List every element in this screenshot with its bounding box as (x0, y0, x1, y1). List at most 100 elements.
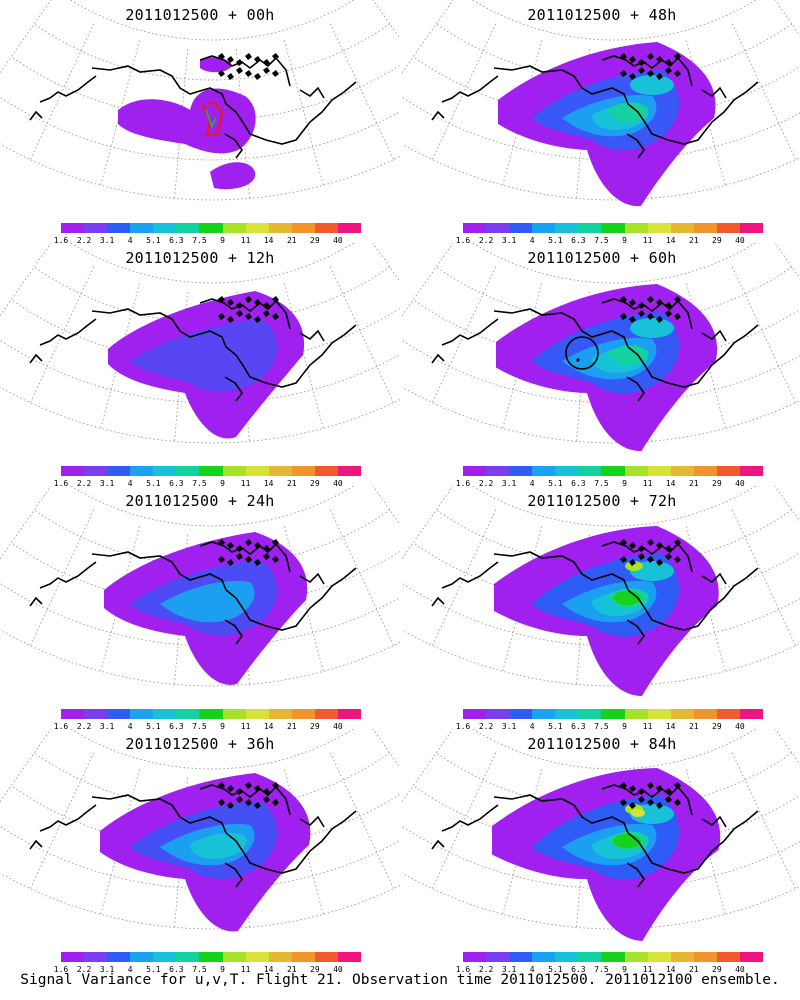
colorbar-label: 7.5 (192, 965, 207, 974)
colorbar-label: 4 (127, 722, 133, 731)
map-panel: 2011012500 + 72h 1.6 2.2 3.1 4 5.1 6.3 7.5 9 11 14… (402, 486, 800, 731)
colorbar-label: 9 (220, 722, 225, 731)
coastlines (29, 782, 357, 888)
colorbar-label: 1.6 (53, 479, 69, 488)
colorbar-label: 2.2 (478, 965, 494, 974)
colorbar-swatch (716, 952, 741, 962)
colorbar-swatch (222, 466, 247, 476)
colorbar-swatch (153, 223, 177, 233)
colorbar-swatch (739, 466, 764, 476)
colorbar-label: 3.1 (99, 965, 115, 974)
polar-stereographic-map (402, 486, 800, 696)
panel-title: 2011012500 + 84h (527, 735, 677, 753)
colorbar-label: 3.1 (99, 236, 115, 245)
colorbar-swatch (245, 466, 270, 476)
panel-title: 2011012500 + 12h (125, 249, 275, 267)
colorbar-swatch (509, 952, 533, 962)
coastlines (431, 53, 759, 159)
colorbar-label: 40 (735, 479, 745, 488)
colorbar-label: 40 (333, 236, 343, 245)
colorbar-label: 9 (220, 479, 225, 488)
panel-title: 2011012500 + 72h (527, 492, 677, 510)
colorbar-swatch (463, 223, 487, 233)
colorbar-swatch (532, 466, 556, 476)
variance-field (492, 768, 721, 941)
colorbar-label: 4 (127, 965, 133, 974)
colorbar-label: 6.3 (169, 236, 184, 245)
colorbar-label: 29 (310, 479, 320, 488)
colorbar-swatch (624, 709, 649, 719)
colorbar-label: 29 (310, 965, 320, 974)
colorbar-swatch (337, 466, 362, 476)
colorbar-label: 40 (735, 236, 745, 245)
colorbar-label: 3.1 (501, 965, 517, 974)
colorbar-swatch (176, 952, 200, 962)
colorbar-swatch (716, 223, 741, 233)
colorbar-label: 29 (712, 965, 722, 974)
colorbar: 1.6 2.2 3.1 4 5.1 6.3 7.5 9 11 14 21 29 40 (54, 466, 362, 488)
colorbar-swatch (601, 223, 626, 233)
colorbar-label: 2.2 (478, 236, 494, 245)
colorbar-label: 2.2 (478, 722, 494, 731)
colorbar-label: 5.1 (548, 965, 563, 974)
colorbar-label: 6.3 (571, 236, 586, 245)
colorbar-label: 5.1 (146, 479, 161, 488)
colorbar-label: 5.1 (146, 236, 161, 245)
colorbar-label: 21 (688, 722, 699, 731)
colorbar-swatch (153, 952, 177, 962)
colorbar-swatch (245, 952, 270, 962)
colorbar-swatch (291, 223, 316, 233)
colorbar-swatch (337, 223, 362, 233)
colorbar-swatch (693, 709, 718, 719)
colorbar: 1.6 2.2 3.1 4 5.1 6.3 7.5 9 11 14 21 29 40 (54, 952, 362, 974)
colorbar-swatch (199, 466, 224, 476)
colorbar-label: 14 (665, 722, 676, 731)
colorbar-label: 5.1 (146, 722, 161, 731)
colorbar-swatch (199, 223, 224, 233)
variance-field (494, 526, 719, 696)
colorbar-label: 14 (263, 479, 274, 488)
colorbar-swatch (61, 952, 85, 962)
colorbar-swatch (555, 223, 579, 233)
colorbar: 1.6 2.2 3.1 4 5.1 6.3 7.5 9 11 14 21 29 40 (456, 952, 764, 974)
colorbar-label: 40 (333, 479, 343, 488)
colorbar-swatch (670, 952, 695, 962)
coastlines (431, 782, 759, 888)
colorbar-swatch (555, 709, 579, 719)
colorbar-label: 1.6 (455, 479, 471, 488)
coastlines (431, 539, 759, 645)
colorbar-label: 9 (622, 236, 627, 245)
colorbar-label: 5.1 (548, 722, 563, 731)
colorbar-label: 7.5 (594, 236, 609, 245)
map-panel: 2011012500 + 84h 1.6 2.2 3.1 4 5.1 6.3 7.5 9 11 14… (402, 729, 800, 974)
colorbar-label: 40 (735, 722, 745, 731)
colorbar-swatch (739, 709, 764, 719)
colorbar-label: 7.5 (594, 722, 609, 731)
colorbar: 1.6 2.2 3.1 4 5.1 6.3 7.5 9 11 14 21 29 40 (54, 223, 362, 245)
variance-field (104, 532, 308, 685)
colorbar-label: 2.2 (76, 236, 92, 245)
colorbar-label: 9 (622, 965, 627, 974)
colorbar-swatch (107, 466, 131, 476)
colorbar-swatch (624, 952, 649, 962)
colorbar-swatch (61, 223, 85, 233)
colorbar-label: 21 (286, 236, 297, 245)
colorbar-swatch (314, 709, 339, 719)
colorbar-label: 4 (127, 479, 133, 488)
coastlines (431, 296, 759, 402)
colorbar-label: 7.5 (594, 479, 609, 488)
colorbar-swatch (176, 709, 200, 719)
colorbar-label: 2.2 (76, 965, 92, 974)
colorbar-label: 3.1 (99, 479, 115, 488)
colorbar-label: 29 (712, 722, 722, 731)
colorbar-swatch (670, 223, 695, 233)
colorbar-swatch (245, 709, 270, 719)
colorbar-label: 1.6 (53, 965, 69, 974)
panel-title: 2011012500 + 36h (125, 735, 275, 753)
colorbar-swatch (624, 223, 649, 233)
colorbar-swatch (555, 466, 579, 476)
colorbar-label: 1.6 (455, 965, 471, 974)
panel-title: 2011012500 + 48h (527, 6, 677, 24)
colorbar-swatch (84, 223, 108, 233)
colorbar-label: 9 (220, 965, 225, 974)
